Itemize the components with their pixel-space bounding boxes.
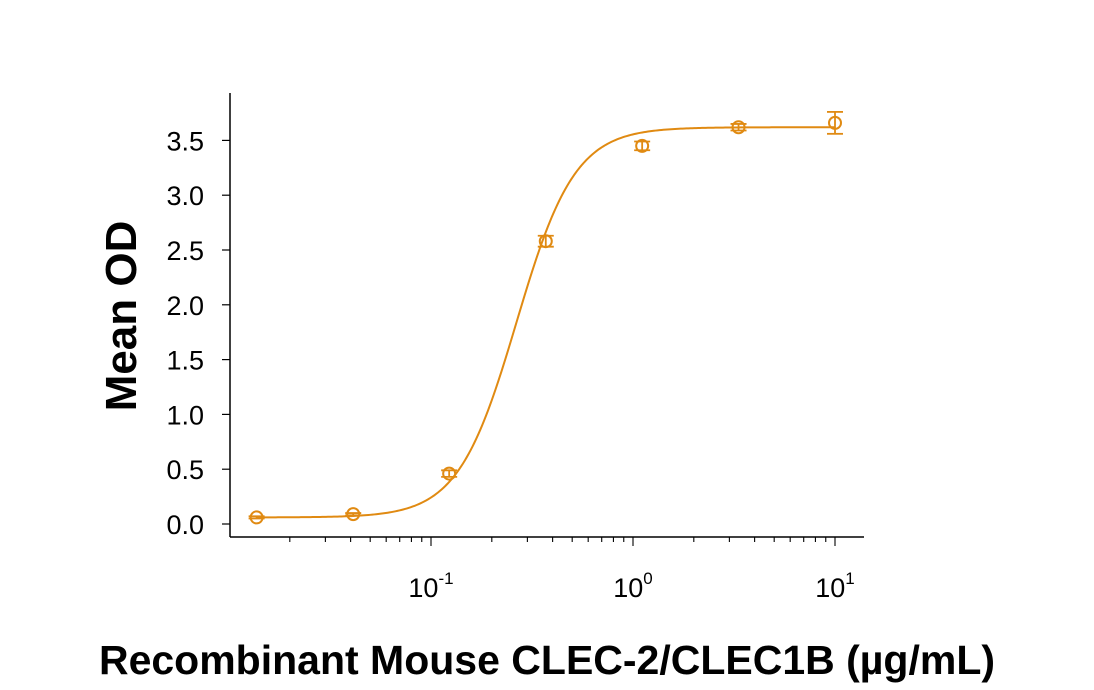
y-tick-label: 0.5: [166, 455, 204, 485]
point-marker: [442, 466, 457, 481]
x-tick-label: 101: [815, 569, 855, 603]
point-marker: [346, 507, 361, 522]
point-marker: [249, 510, 264, 525]
y-tick-label: 1.0: [166, 400, 204, 430]
data-point: [537, 234, 554, 249]
data-point: [634, 138, 651, 153]
point-marker: [828, 115, 842, 130]
data-point: [730, 120, 747, 135]
x-axis-title: Recombinant Mouse CLEC-2/CLEC1B (µg/mL): [99, 637, 995, 683]
axes: [229, 93, 864, 538]
point-marker: [731, 120, 746, 135]
y-tick-label: 1.5: [166, 346, 204, 376]
data-point: [248, 510, 265, 525]
x-axis-ticks: 10-1 100 101: [289, 537, 855, 603]
fit-curve: [256, 126, 835, 519]
y-axis-ticks: 0.0 0.5 1.0 1.5 2.0 2.5 3.0 3.5: [166, 126, 230, 540]
y-tick-label: 3.0: [166, 181, 204, 211]
y-tick-label: 3.5: [166, 126, 204, 156]
data-point: [345, 507, 362, 522]
y-axis-title: Mean OD: [97, 221, 146, 412]
point-marker: [538, 234, 553, 249]
y-tick-label: 2.5: [166, 236, 204, 266]
x-tick-label: 10-1: [408, 569, 453, 603]
point-marker: [635, 138, 650, 153]
y-tick-label: 2.0: [166, 291, 204, 321]
data-point: [827, 111, 843, 135]
y-tick-label: 0.0: [166, 510, 204, 540]
data-point: [441, 466, 458, 481]
plot-area: [248, 111, 843, 525]
x-tick-label: 100: [613, 569, 653, 603]
